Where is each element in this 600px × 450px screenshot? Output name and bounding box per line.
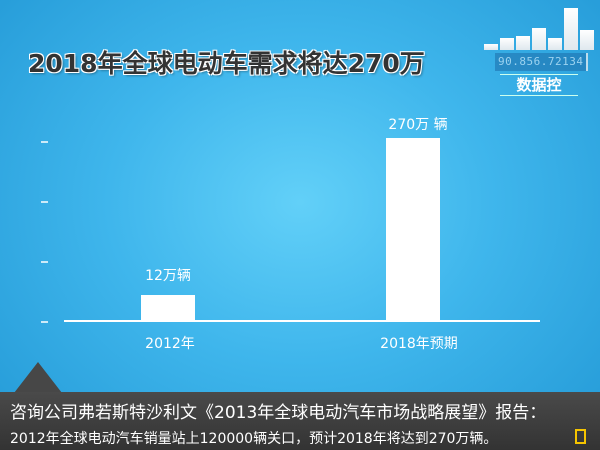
data-label-1: 270万 辆 bbox=[388, 117, 448, 133]
logo-name: 数据控 bbox=[500, 74, 578, 96]
bar-0 bbox=[141, 295, 195, 321]
footer-caption-box bbox=[0, 392, 600, 450]
footer-line-1: 咨询公司弗若斯特沙利文《2013年全球电动汽车市场战略展望》报告： bbox=[10, 403, 547, 423]
bar-1 bbox=[386, 138, 440, 321]
footer-line-2: 2012年全球电动汽车销量站上120000辆关口，预计2018年将达到270万辆… bbox=[10, 431, 498, 447]
x-tick-label-0: 2012年 bbox=[145, 336, 195, 352]
chart-title: 2018年全球电动车需求将达270万 bbox=[28, 49, 425, 78]
logo: 90.856.72134 数据控 bbox=[478, 0, 600, 100]
bar-chart bbox=[0, 0, 600, 380]
national-geographic-logo bbox=[575, 429, 586, 444]
footer-notch bbox=[14, 362, 62, 393]
data-label-0: 12万辆 bbox=[145, 268, 191, 284]
logo-number: 90.856.72134 bbox=[495, 53, 588, 71]
x-tick-label-1: 2018年预期 bbox=[380, 336, 458, 352]
